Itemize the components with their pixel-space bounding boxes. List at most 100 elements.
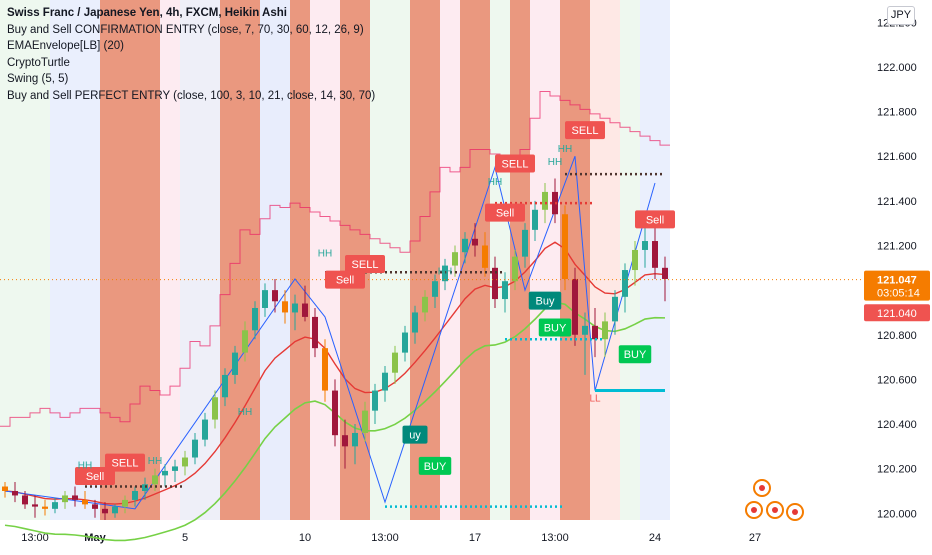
candle <box>392 345 398 384</box>
price-tick-label: 121.400 <box>877 196 917 208</box>
candle <box>532 200 538 242</box>
bar-countdown: 03:05:14 <box>877 288 920 300</box>
candle-body <box>642 241 648 250</box>
candle <box>122 495 128 514</box>
time-tick-label: 13:00 <box>371 532 399 544</box>
time-tick-label: 27 <box>749 532 761 544</box>
candle <box>362 401 368 442</box>
candle-body <box>122 499 128 507</box>
zone-band <box>490 0 510 520</box>
price-tick-label: 121.800 <box>877 107 917 119</box>
candle-body <box>532 209 538 230</box>
candle-body <box>622 270 628 297</box>
candle <box>332 379 338 447</box>
buy-signal: Buy <box>528 291 562 310</box>
candle-body <box>22 495 28 505</box>
sell-signal: Sell <box>325 270 365 289</box>
candle <box>412 305 418 344</box>
candle-body <box>612 296 618 322</box>
candle-body <box>172 466 178 471</box>
price-tick-label: 120.200 <box>877 464 917 476</box>
legend-indicator[interactable]: EMAEnvelope[LB] (20) <box>7 40 124 52</box>
legend-indicator[interactable]: Buy and Sell PERFECT ENTRY (close, 100, … <box>7 89 376 102</box>
candle <box>512 249 518 291</box>
candle-body <box>272 290 278 302</box>
candle-body <box>2 486 8 491</box>
candle <box>32 495 38 518</box>
candle <box>652 223 658 279</box>
candle <box>502 272 508 313</box>
time-tick-label: 5 <box>182 532 188 544</box>
candle <box>632 241 638 286</box>
zone-band <box>530 0 560 520</box>
candle <box>282 290 288 324</box>
candle-body <box>602 321 608 340</box>
candle-body <box>182 457 188 467</box>
turtle-channel <box>0 91 670 427</box>
swing-label: HH <box>148 456 162 467</box>
candle-body <box>462 238 468 253</box>
candle-body <box>352 432 358 447</box>
legend-indicator[interactable]: Buy and Sell CONFIRMATION ENTRY (close, … <box>7 23 364 36</box>
buy-signal: BUY <box>618 345 652 364</box>
candle-body <box>592 325 598 340</box>
legend-indicator[interactable]: CryptoTurtle <box>7 56 70 69</box>
candle-body <box>62 495 68 503</box>
candle <box>202 412 208 447</box>
currency-selector[interactable]: JPY <box>887 6 915 25</box>
candle <box>22 490 28 509</box>
candle <box>72 486 78 507</box>
buy-signal-box <box>538 318 572 337</box>
swing-label: HH <box>78 461 92 472</box>
last-price-tag <box>864 270 930 301</box>
time-tick-label: 13:00 <box>541 532 569 544</box>
candle <box>402 325 408 362</box>
candle <box>92 499 98 518</box>
sell-signal-text: Sell <box>646 214 664 226</box>
candle <box>482 232 488 277</box>
zone-band <box>180 0 220 520</box>
legend-indicator[interactable]: Swing (5, 5) <box>7 73 69 85</box>
candle <box>172 459 178 483</box>
candle-body <box>92 504 98 509</box>
candle-body <box>482 245 488 268</box>
swing-label: HH <box>548 157 562 168</box>
legend-title[interactable]: Swiss Franc / Japanese Yen, 4h, FXCM, He… <box>7 7 287 19</box>
candle <box>312 307 318 358</box>
candle-body <box>632 249 638 271</box>
candle <box>372 383 378 425</box>
candle-body <box>32 504 38 507</box>
candle-body <box>392 352 398 373</box>
time-axis: 13:00 May 5 10 13:00 17 13:00 24 27 <box>0 520 932 550</box>
candles <box>2 178 668 520</box>
candle-body <box>582 325 588 335</box>
candle-body <box>112 506 118 514</box>
buy-signal-text: BUY <box>424 461 447 473</box>
candle-body <box>412 312 418 333</box>
buy-signal-box <box>528 291 562 310</box>
candle <box>62 490 68 509</box>
price-tick-label: 122.000 <box>877 62 917 74</box>
buy-signal: BUY <box>538 318 572 337</box>
candle <box>192 432 198 465</box>
price-tick-label: 120.400 <box>877 419 917 431</box>
time-tick-label: 24 <box>649 532 661 544</box>
time-axis-bg <box>0 520 932 550</box>
candle-body <box>262 290 268 308</box>
indicator-price-tag <box>864 304 930 322</box>
sell-signal: SELL <box>345 254 385 273</box>
candle <box>592 307 598 358</box>
sell-signal-text: Sell <box>496 208 514 220</box>
sell-signal-text: SELL <box>572 125 599 137</box>
sell-signal: Sell <box>485 203 525 222</box>
zone-band <box>0 0 50 520</box>
candle-body <box>212 397 218 420</box>
candle <box>602 312 608 358</box>
buy-signal-box <box>418 456 452 475</box>
chart-legend: Swiss Franc / Japanese Yen, 4h, FXCM, He… <box>7 5 375 104</box>
candle-body <box>232 352 238 375</box>
candle <box>82 490 88 509</box>
